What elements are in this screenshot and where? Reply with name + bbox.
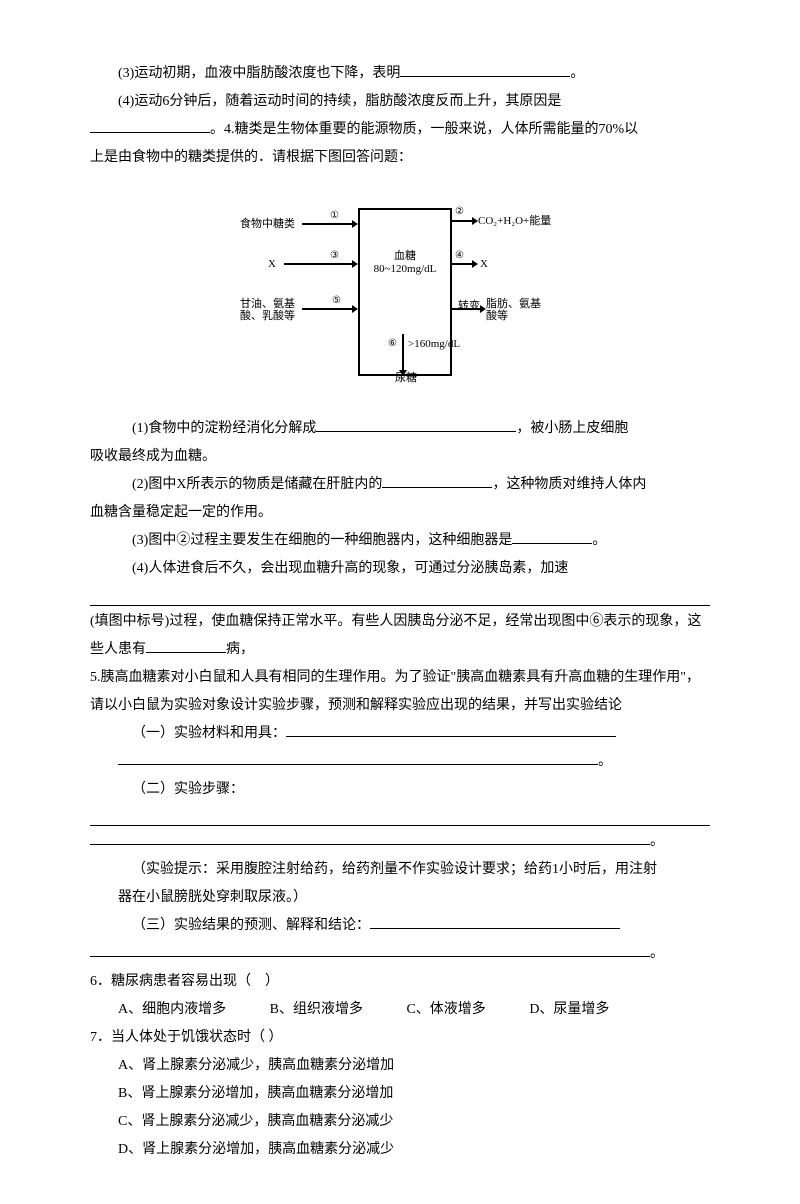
blank: [316, 431, 516, 432]
circle-5: ⑤: [332, 295, 341, 307]
arrow-1: [302, 223, 352, 225]
q3-end: 。: [570, 66, 584, 81]
q5-part1-line2: 。: [90, 748, 710, 776]
food-label: 食物中糖类: [240, 218, 295, 231]
co2-label: CO₂+H₂O+能量: [478, 215, 551, 228]
circle-4: ④: [455, 250, 464, 262]
acid2-label: 酸等: [486, 310, 508, 323]
sub-1b: 吸收最终成为血糖。: [90, 443, 710, 471]
sub-4b: (填图中标号)过程，使血糖保持正常水平。有些人因胰岛分泌不足，经常出现图中⑥表示…: [90, 608, 710, 664]
s3a: (3)图中②过程主要发生在细胞的一种细胞器内，这种细胞器是: [132, 533, 512, 548]
q5-hint: （实验提示：采用腹腔注射给药，给药剂量不作实验设计要求；给药1小时后，用注射: [90, 856, 710, 884]
question-7: 7．当人体处于饥饿状态时（ ）: [90, 1024, 710, 1052]
q4b: 。4.糖类是生物体重要的能源物质，一般来说，人体所需能量的70%以: [210, 122, 638, 137]
blood-sugar-diagram: 血糖 80~120mg/dL 食物中糖类 X 甘油、氨基 酸、乳酸等 CO₂+H…: [240, 190, 560, 390]
x-right-label: X: [480, 258, 488, 271]
q5-part3b: 。: [90, 940, 710, 968]
q5-3b: 。: [650, 946, 664, 961]
sub-4: (4)人体进食后不久，会出现血糖升高的现象，可通过分泌胰岛素，加速: [90, 555, 710, 583]
blank: [118, 764, 598, 765]
q5-part2: （二）实验步骤：: [90, 776, 710, 804]
s3b: 。: [592, 533, 606, 548]
arrow-2: [450, 220, 472, 222]
q5-part2b: 。: [90, 828, 710, 856]
s4c: 病，: [226, 642, 254, 657]
sub-3: (3)图中②过程主要发生在细胞的一种细胞器内，这种细胞器是 。: [90, 527, 710, 555]
circle-1: ①: [330, 210, 339, 222]
circle-6: ⑥: [388, 338, 397, 350]
sub-2: (2)图中X所表示的物质是储藏在肝脏内的 ，这种物质对维持人体内: [90, 471, 710, 499]
blank: [400, 76, 570, 77]
q7-opt-d: D、肾上腺素分泌增加，胰高血糖素分泌减少: [118, 1136, 710, 1164]
q6-opt-c: C、体液增多: [406, 996, 485, 1024]
q6-opt-b: B、组织液增多: [270, 996, 363, 1024]
blank: [90, 132, 210, 133]
s1a: (1)食物中的淀粉经消化分解成: [132, 421, 316, 436]
diagram-container: 血糖 80~120mg/dL 食物中糖类 X 甘油、氨基 酸、乳酸等 CO₂+H…: [90, 190, 710, 401]
x-left-label: X: [268, 258, 276, 271]
q5-1b: 。: [598, 754, 612, 769]
arrow-4: [450, 263, 472, 265]
blank: [90, 844, 650, 845]
arrow-3: [284, 263, 352, 265]
q5-part3: （三）实验结果的预测、解释和结论：: [90, 912, 710, 940]
sub-2b: 血糖含量稳定起一定的作用。: [90, 499, 710, 527]
q7-opt-b: B、肾上腺素分泌增加，胰高血糖素分泌增加: [118, 1080, 710, 1108]
blank: [146, 652, 226, 653]
s2a: (2)图中X所表示的物质是储藏在肝脏内的: [132, 477, 382, 492]
question-4-line3: 上是由食物中的糖类提供的．请根据下图回答问题：: [90, 144, 710, 172]
center-label1: 血糖: [360, 250, 450, 263]
blank-line: [90, 585, 710, 606]
q6-opt-d: D、尿量增多: [529, 996, 609, 1024]
question-5: 5.胰高血糖素对小白鼠和人具有相同的生理作用。为了验证"胰高血糖素具有升高血糖的…: [90, 664, 710, 720]
question-3: (3)运动初期，血液中脂肪酸浓度也下降，表明 。: [90, 60, 710, 88]
question-6: 6．糖尿病患者容易出现（ ）: [90, 968, 710, 996]
center-label2: 80~120mg/dL: [360, 263, 450, 276]
q3-text: (3)运动初期，血液中脂肪酸浓度也下降，表明: [118, 66, 400, 81]
question-4-line1: (4)运动6分钟后，随着运动时间的持续，脂肪酸浓度反而上升，其原因是: [90, 88, 710, 116]
blank: [512, 543, 592, 544]
question-4-line2: 。4.糖类是生物体重要的能源物质，一般来说，人体所需能量的70%以: [90, 116, 710, 144]
q5-part1: （一）实验材料和用具：: [90, 720, 710, 748]
acid-label: 酸、乳酸等: [240, 310, 295, 323]
q7-opt-a: A、肾上腺素分泌减少，胰高血糖素分泌增加: [118, 1052, 710, 1080]
q6-opt-a: A、细胞内液增多: [118, 996, 226, 1024]
blank: [382, 487, 492, 488]
circle-3: ③: [330, 250, 339, 262]
convert-label: 转变: [458, 300, 480, 313]
blank: [286, 736, 616, 737]
blank-line: [90, 806, 710, 827]
threshold-label: >160mg/dL: [408, 338, 460, 351]
arrow-6: [402, 334, 404, 370]
s1b: ，被小肠上皮细胞: [516, 421, 628, 436]
arrow-5: [302, 308, 352, 310]
s4a: (4)人体进食后不久，会出现血糖升高的现象，可通过分泌胰岛素，加速: [132, 561, 568, 576]
q5-hint2: 器在小鼠膀胱处穿刺取尿液。）: [90, 884, 710, 912]
blank: [90, 956, 650, 957]
page-content: (3)运动初期，血液中脂肪酸浓度也下降，表明。 (4)运动6分钟后，随着运动时间…: [0, 0, 800, 1204]
arrow-convert: [450, 308, 480, 310]
circle-2: ②: [455, 206, 464, 218]
s2b: ，这种物质对维持人体内: [492, 477, 646, 492]
q5-1-label: （一）实验材料和用具：: [132, 726, 286, 741]
q5-2b: 。: [650, 834, 664, 849]
s4b: (填图中标号)过程，使血糖保持正常水平。有些人因胰岛分泌不足，经常出现图中⑥表示…: [90, 614, 701, 657]
sub-1: (1)食物中的淀粉经消化分解成 ，被小肠上皮细胞: [90, 415, 710, 443]
q5-3-label: （三）实验结果的预测、解释和结论：: [132, 918, 370, 933]
q6-options: A、细胞内液增多 B、组织液增多 C、体液增多 D、尿量增多: [118, 996, 710, 1024]
blank: [370, 928, 620, 929]
